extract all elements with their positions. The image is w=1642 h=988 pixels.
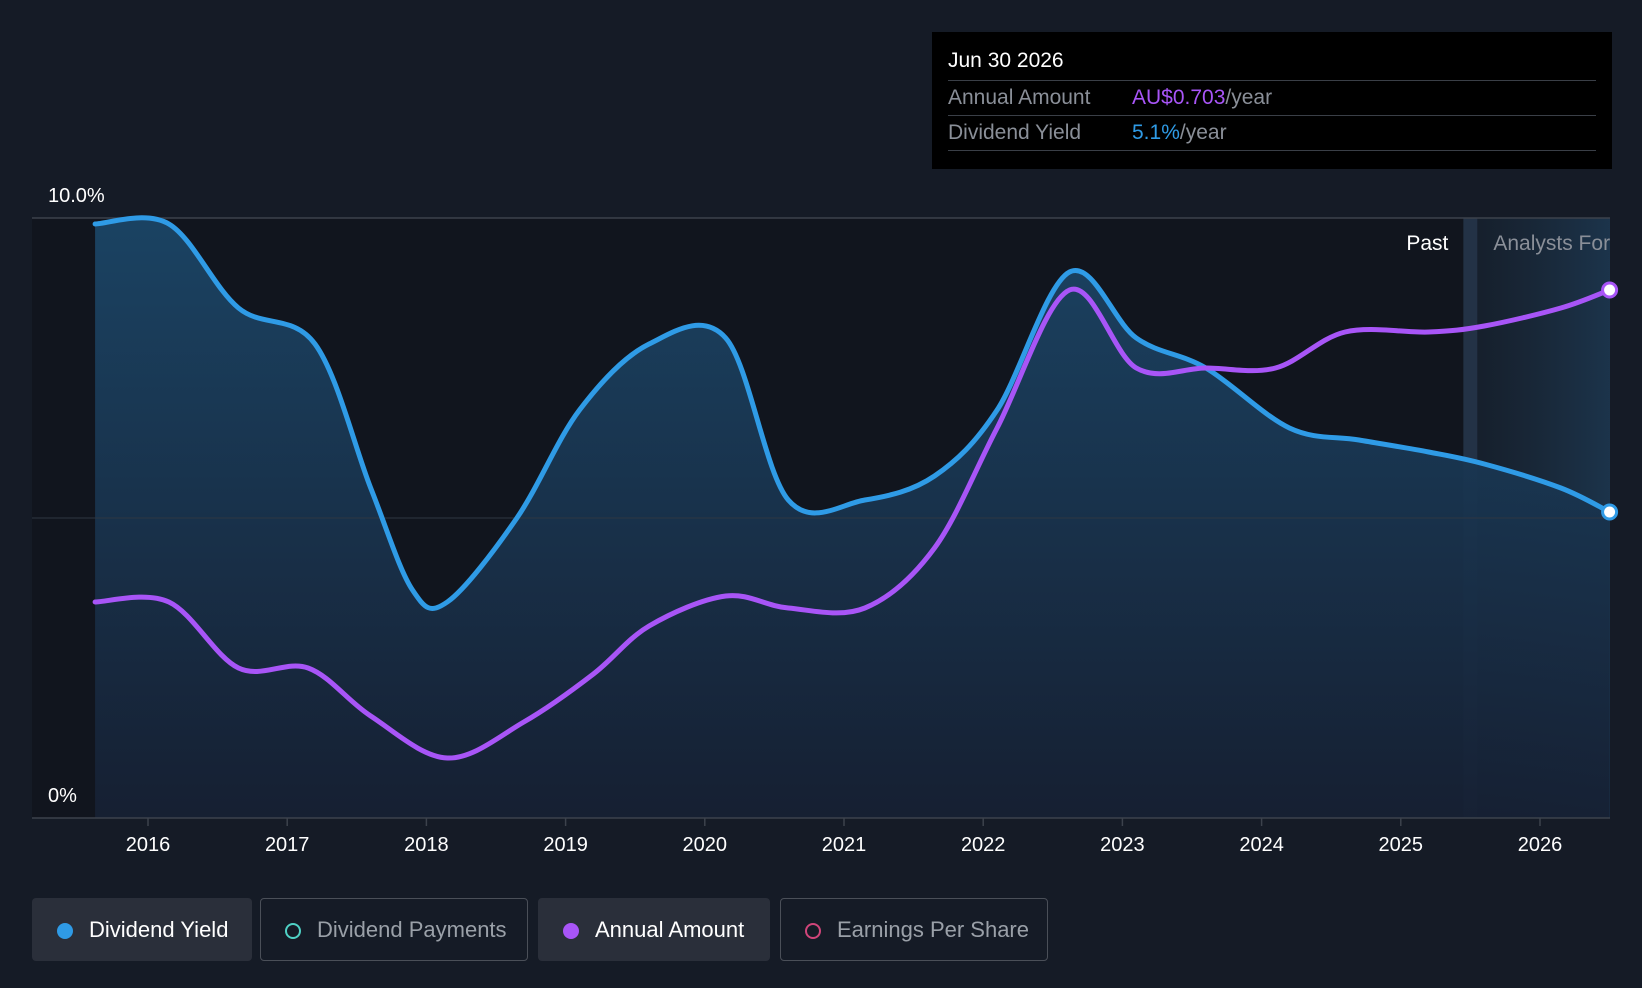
x-axis-tick-label: 2020 — [683, 834, 728, 856]
annual-amount-end-point[interactable] — [1601, 281, 1619, 299]
legend-ring-icon — [805, 923, 821, 939]
legend-label: Annual Amount — [595, 917, 745, 942]
x-axis-tick-label: 2016 — [126, 834, 171, 856]
legend-dot-icon — [563, 923, 579, 939]
y-axis-label-top: 10.0% — [48, 185, 105, 207]
x-axis-tick-label: 2026 — [1518, 834, 1563, 856]
tooltip-label: Annual Amount — [948, 86, 1091, 109]
x-axis-tick-label: 2018 — [404, 834, 449, 856]
legend-label: Earnings Per Share — [837, 917, 1029, 942]
y-axis-label-bottom: 0% — [48, 785, 77, 807]
tooltip-value: 5.1% — [1132, 121, 1180, 144]
legend-dot-icon — [57, 923, 73, 939]
legend-label: Dividend Yield — [89, 917, 229, 942]
x-axis-tick-label: 2019 — [543, 834, 588, 856]
legend-item-annual-amount[interactable]: Annual Amount — [538, 898, 770, 961]
tooltip-label: Dividend Yield — [948, 121, 1082, 144]
legend-label: Dividend Payments — [317, 917, 507, 942]
dividend-yield-end-point[interactable] — [1601, 503, 1619, 521]
forecast-region-label: Analysts Forecasts — [1493, 232, 1642, 255]
dividend-yield-line — [92, 215, 1613, 611]
tooltip-row-annual-amount: Annual Amount AU$0.703/year — [948, 80, 1596, 115]
legend-item-dividend-yield[interactable]: Dividend Yield — [32, 898, 252, 961]
tooltip-unit: /year — [1179, 121, 1227, 144]
x-axis-tick-label: 2017 — [265, 834, 310, 856]
x-axis-tick-label: 2021 — [822, 834, 867, 856]
annual-amount-line — [92, 286, 1613, 761]
x-axis-tick-label: 2024 — [1239, 834, 1284, 856]
tooltip-row-dividend-yield: Dividend Yield 5.1%/year — [948, 115, 1596, 151]
x-axis-ticks: 2016 2017 2018 2019 2020 2021 2022 2023 2024 2025… — [126, 818, 1563, 856]
tooltip-unit: /year — [1225, 86, 1273, 109]
x-axis-tick-label: 2023 — [1100, 834, 1145, 856]
tooltip-value: AU$0.703 — [1132, 86, 1226, 109]
legend-item-dividend-payments[interactable]: Dividend Payments — [260, 898, 528, 961]
tooltip: Jun 30 2026 Annual Amount AU$0.703/year D… — [932, 32, 1612, 169]
tooltip-date: Jun 30 2026 — [948, 49, 1064, 72]
legend-item-earnings-per-share[interactable]: Earnings Per Share — [780, 898, 1048, 961]
past-region-label: Past — [1406, 232, 1448, 255]
x-axis-tick-label: 2022 — [961, 834, 1006, 856]
x-axis-tick-label: 2025 — [1379, 834, 1424, 856]
legend-ring-icon — [285, 923, 301, 939]
